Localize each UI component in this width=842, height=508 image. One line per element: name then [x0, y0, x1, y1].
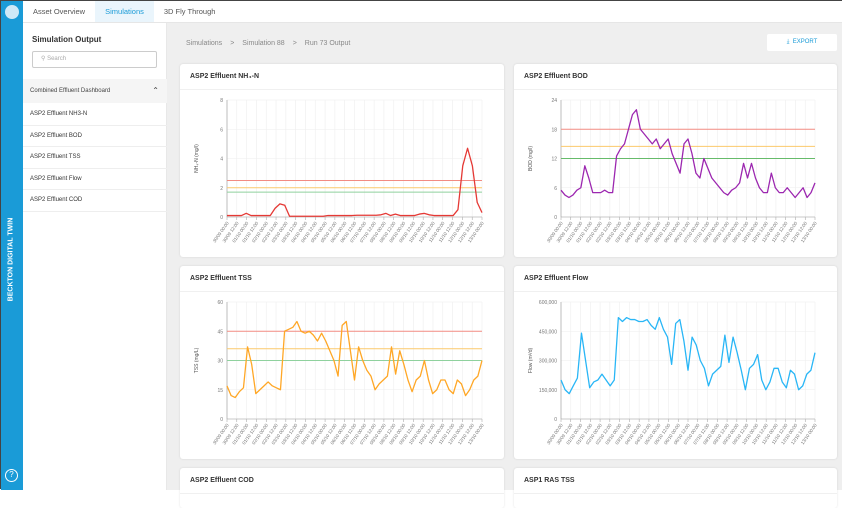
- breadcrumb-separator: >: [292, 40, 297, 47]
- export-button[interactable]: ⤓ EXPORT: [767, 34, 837, 51]
- y-tick-label: 8: [220, 98, 223, 104]
- export-label: EXPORT: [792, 39, 818, 45]
- tab-3d-fly-through[interactable]: 3D Fly Through: [163, 7, 216, 16]
- y-tick-label: 45: [217, 329, 223, 335]
- globe-logo-icon[interactable]: [5, 5, 19, 19]
- series-line: [227, 147, 483, 217]
- y-axis-label: NH₄-N (mg/l): [194, 144, 200, 173]
- series-line: [560, 109, 816, 199]
- app-rail: BECKTON DIGITAL TWIN ?: [1, 1, 23, 490]
- chart-title: ASP1 RAS TSS: [514, 468, 837, 494]
- chart-card-cod: ASP2 Effluent COD: [180, 468, 504, 508]
- y-tick-label: 6: [220, 127, 223, 133]
- y-tick-label: 2: [220, 186, 223, 192]
- y-tick-label: 0: [554, 417, 557, 423]
- y-tick-label: 0: [220, 417, 223, 423]
- y-tick-label: 0: [554, 215, 557, 221]
- y-tick-label: 12: [551, 157, 557, 163]
- y-tick-label: 0: [220, 215, 223, 221]
- y-tick-label: 60: [217, 300, 223, 306]
- tab-simulations[interactable]: Simulations: [95, 1, 154, 22]
- y-tick-label: 30: [217, 359, 223, 365]
- breadcrumb-simulations[interactable]: Simulations: [186, 40, 223, 47]
- y-tick-label: 600,000: [539, 300, 557, 306]
- chart-card-flow: ASP2 Effluent Flow 30/09 00:00 30/09 12:00…: [514, 266, 837, 459]
- y-tick-label: 4: [220, 157, 223, 163]
- tab-asset-overview[interactable]: Asset Overview: [33, 7, 86, 16]
- series-line: [560, 316, 816, 395]
- search-placeholder: Search: [47, 56, 67, 62]
- simulation-output-panel: Simulation Output ⚲ Search Combined Effl…: [23, 23, 167, 490]
- y-tick-label: 15: [217, 388, 223, 394]
- search-icon: ⚲: [41, 56, 46, 62]
- breadcrumb-simulation[interactable]: Simulation 88: [242, 40, 285, 47]
- series-line: [226, 320, 483, 399]
- chart-card-ras-tss: ASP1 RAS TSS: [514, 468, 837, 508]
- y-axis-label: BOD (mg/l): [528, 146, 534, 171]
- sidebar-item-bod[interactable]: ASP2 Effluent BOD: [23, 126, 167, 147]
- chart-card-nh4: ASP2 Effluent NH₄-N 30/09 00:00 30/09 12:0…: [180, 64, 504, 257]
- chart-card-tss: ASP2 Effluent TSS 30/09 00:00 30/09 12:00 0…: [180, 266, 504, 459]
- top-tabs: Asset Overview Simulations 3D Fly Throug…: [23, 1, 842, 23]
- sidebar-item-nh3[interactable]: ASP2 Effluent NH3-N: [23, 104, 167, 126]
- y-tick-label: 24: [551, 98, 557, 104]
- breadcrumb: Simulations > Simulation 88 > Run 73 Output: [186, 40, 358, 47]
- chart-title: ASP2 Effluent NH₄-N: [180, 64, 504, 90]
- chart-title: ASP2 Effluent COD: [180, 468, 504, 494]
- y-tick-label: 6: [554, 186, 557, 192]
- brand-label: BECKTON DIGITAL TWIN: [7, 217, 15, 302]
- chart-title: ASP2 Effluent BOD: [514, 64, 837, 90]
- chart-title: ASP2 Effluent Flow: [514, 266, 837, 292]
- main-content: Simulations > Simulation 88 > Run 73 Output …: [167, 23, 842, 508]
- chart-card-bod: ASP2 Effluent BOD 30/09 00:00 30/09 12:00 0…: [514, 64, 837, 257]
- search-input[interactable]: ⚲ Search: [32, 51, 157, 68]
- sidebar-item-cod[interactable]: ASP2 Effluent COD: [23, 190, 167, 212]
- chevron-up-icon[interactable]: ⌃: [152, 86, 159, 95]
- group-combined-effluent-dashboard[interactable]: Combined Effluent Dashboard ⌃: [23, 79, 167, 103]
- sidebar-item-tss[interactable]: ASP2 Effluent TSS: [23, 147, 167, 169]
- chart-title: ASP2 Effluent TSS: [180, 266, 504, 292]
- panel-title: Simulation Output: [32, 35, 102, 44]
- y-tick-label: 300,000: [539, 359, 557, 365]
- y-axis-label: TSS (mg/L): [194, 347, 200, 373]
- group-label: Combined Effluent Dashboard: [30, 88, 111, 94]
- breadcrumb-run: Run 73 Output: [304, 40, 351, 47]
- y-axis-label: Flow (m³/d): [528, 348, 534, 374]
- sidebar-item-flow[interactable]: ASP2 Effluent Flow: [23, 169, 167, 190]
- breadcrumb-separator: >: [230, 40, 235, 47]
- y-tick-label: 18: [551, 127, 557, 133]
- download-icon: ⤓: [786, 39, 790, 45]
- y-tick-label: 150,000: [539, 388, 557, 394]
- help-circle-icon[interactable]: ?: [5, 469, 18, 482]
- y-tick-label: 450,000: [539, 329, 557, 335]
